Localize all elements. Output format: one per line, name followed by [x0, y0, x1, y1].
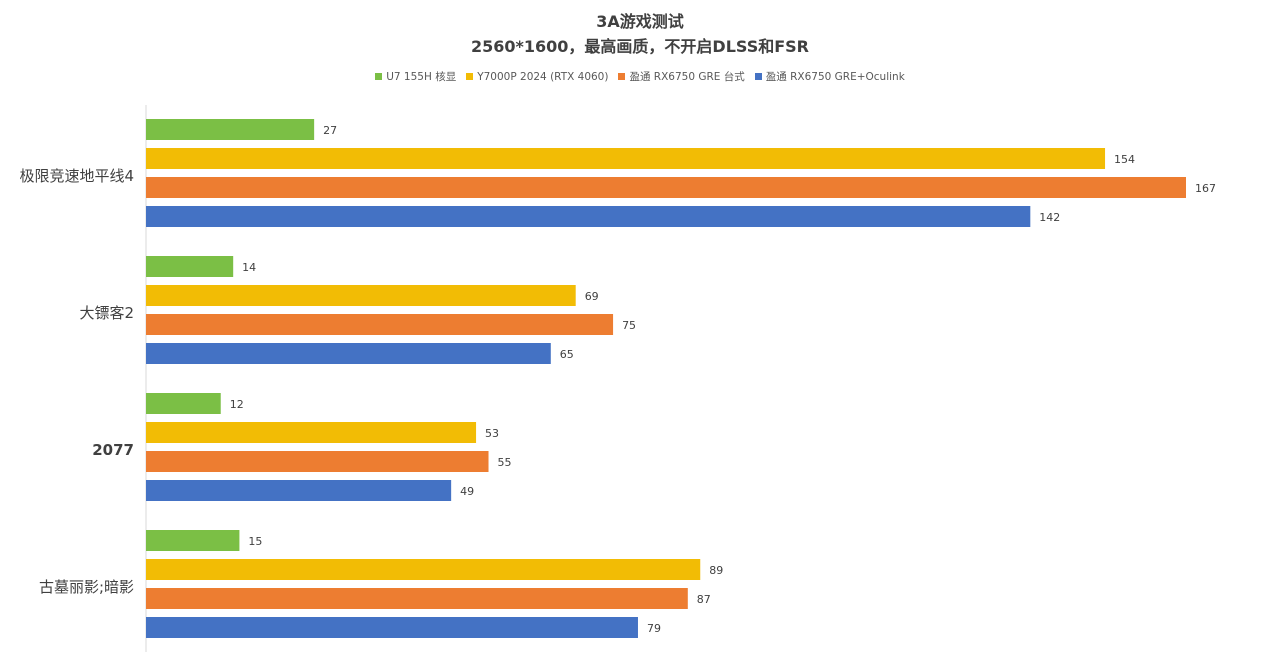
bar	[146, 206, 1031, 227]
bar	[146, 285, 576, 306]
legend-label: Y7000P 2024 (RTX 4060)	[477, 70, 609, 83]
data-label: 154	[1114, 153, 1135, 166]
legend-item: U7 155H 核显	[375, 69, 456, 84]
legend-label: 盈通 RX6750 GRE+Oculink	[765, 71, 905, 83]
bar	[146, 393, 221, 414]
legend-label: 盈通 RX6750 GRE 台式	[629, 71, 745, 83]
bar	[146, 177, 1186, 198]
bar	[146, 451, 489, 472]
bar	[146, 119, 315, 140]
legend: U7 155H 核显 Y7000P 2024 (RTX 4060) 盈通 RX6…	[0, 69, 1280, 84]
legend-item: 盈通 RX6750 GRE 台式	[618, 69, 745, 84]
legend-swatch	[466, 73, 474, 80]
data-label: 27	[323, 124, 337, 137]
bar	[146, 617, 638, 638]
data-label: 12	[230, 398, 244, 411]
legend-item: Y7000P 2024 (RTX 4060)	[466, 69, 608, 84]
bar	[146, 422, 477, 443]
data-label: 14	[242, 261, 256, 274]
data-label: 75	[622, 319, 636, 332]
data-label: 53	[485, 427, 499, 440]
data-label: 15	[248, 535, 262, 548]
data-label: 89	[709, 564, 723, 577]
data-label: 167	[1195, 182, 1216, 195]
data-label: 69	[585, 290, 599, 303]
bar	[146, 148, 1106, 169]
legend-swatch	[375, 73, 383, 80]
bar	[146, 314, 614, 335]
legend-swatch	[754, 73, 762, 80]
chart-subtitle: 2560*1600，最高画质，不开启DLSS和FSR	[470, 37, 809, 56]
bar	[146, 480, 452, 501]
bar	[146, 343, 551, 364]
legend-label: U7 155H 核显	[386, 71, 457, 83]
category-label: 极限竞速地平线4	[19, 167, 134, 185]
category-label: 古墓丽影;暗影	[39, 578, 134, 596]
data-label: 87	[697, 593, 711, 606]
data-label: 79	[647, 622, 661, 635]
data-label: 65	[560, 348, 574, 361]
legend-swatch	[618, 73, 626, 80]
category-label: 2077	[92, 441, 134, 459]
data-label: 55	[498, 456, 512, 469]
bar	[146, 559, 701, 580]
data-label: 142	[1039, 211, 1060, 224]
bar	[146, 588, 688, 609]
legend-item: 盈通 RX6750 GRE+Oculink	[754, 69, 905, 84]
bar	[146, 530, 240, 551]
bar	[146, 256, 234, 277]
category-label: 大镖客2	[79, 304, 134, 322]
chart-title: 3A游戏测试	[596, 12, 684, 31]
data-label: 49	[460, 485, 474, 498]
